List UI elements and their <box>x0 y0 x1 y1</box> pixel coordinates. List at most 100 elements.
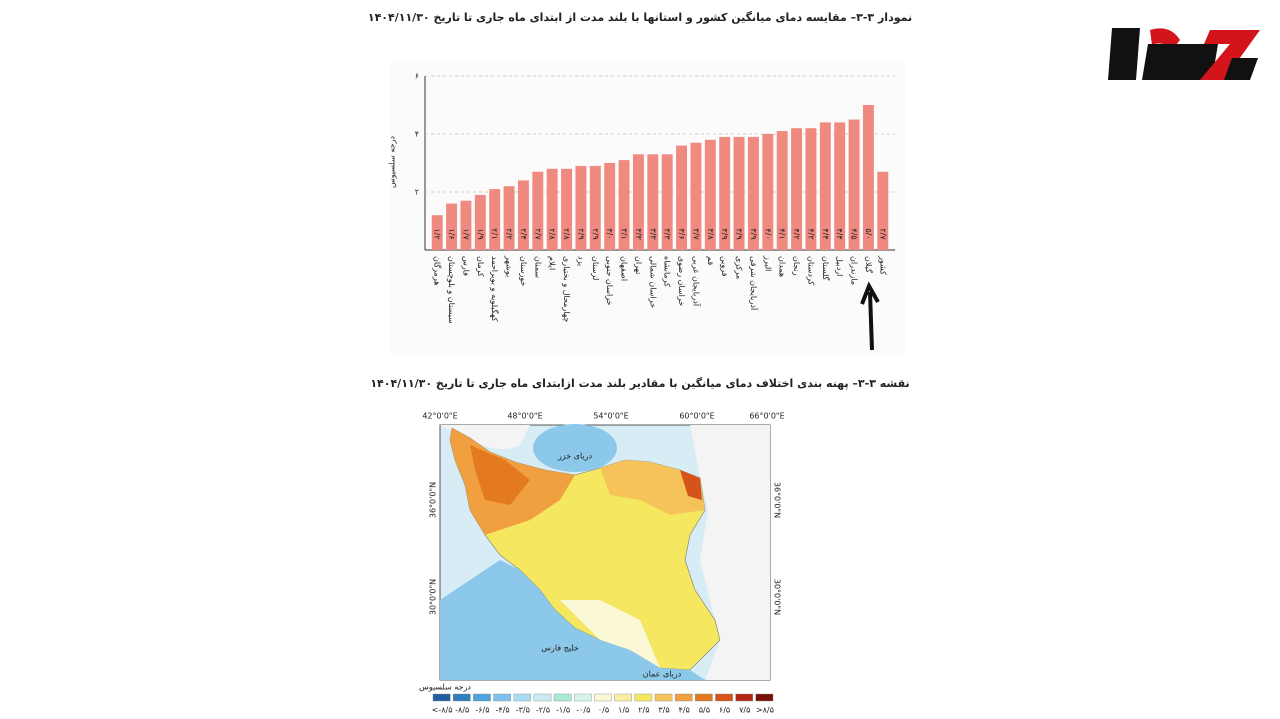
value-label: ۲/۷ <box>533 228 542 240</box>
legend-label: ۳/۵ <box>658 706 669 715</box>
x-tick-label: کرمانشاه <box>663 256 672 287</box>
x-tick-label: یزد <box>576 256 585 266</box>
legend-label: ۱/۵ <box>618 706 629 715</box>
legend-swatch <box>654 693 673 702</box>
x-tick-label: خراسان رضوی <box>677 256 686 306</box>
bar <box>819 122 831 250</box>
x-tick-label: کشور <box>878 255 887 275</box>
bar <box>877 171 889 250</box>
x-tick-label: سمنان <box>533 256 542 278</box>
x-tick-label: لرستان <box>591 256 600 280</box>
legend-swatch <box>594 693 612 702</box>
x-tick-label: قزوین <box>720 256 729 277</box>
bar <box>791 128 803 250</box>
value-label: ۳/۹ <box>749 228 758 239</box>
legend-label: ۷/۵ <box>739 706 750 715</box>
lon-label: 60°0'0"E <box>679 412 714 421</box>
lat-label: 36°0'0"N <box>773 482 782 518</box>
legend-label: -۳/۵ <box>516 706 530 715</box>
x-tick-label: گلستان <box>821 256 831 281</box>
legend-label: >۸/۵ <box>756 706 774 715</box>
bar <box>647 154 659 250</box>
place-label: دریای خزر <box>557 452 593 461</box>
bar <box>747 136 759 250</box>
bar <box>460 200 472 250</box>
legend-swatch <box>513 693 532 702</box>
land <box>690 425 770 680</box>
legend-label: ۶/۵ <box>719 706 730 715</box>
value-label: ۱/۶ <box>447 228 456 239</box>
value-label: ۲/۸ <box>562 228 571 240</box>
lon-label: 54°0'0"E <box>593 412 628 421</box>
legend-swatch <box>715 693 733 702</box>
land <box>440 425 530 449</box>
caspian <box>533 424 617 472</box>
bar <box>776 131 788 250</box>
bar <box>532 171 544 250</box>
value-label: ۴/۵ <box>850 228 859 239</box>
logo <box>1108 28 1260 80</box>
value-label: ۲/۸ <box>548 228 557 240</box>
bar <box>446 203 458 250</box>
x-tick-label: آذربایجان غربی <box>691 256 701 307</box>
x-tick-label: آذربایجان شرقی <box>749 256 759 311</box>
legend-label: -۶/۵ <box>475 706 489 715</box>
legend-label: -۱/۵ <box>556 706 570 715</box>
value-label: ۳/۳ <box>634 228 643 240</box>
value-label: ۲/۴ <box>519 228 528 239</box>
bar <box>503 186 515 250</box>
legend-swatch <box>735 693 754 702</box>
value-label: ۱/۲ <box>433 228 442 239</box>
bar <box>719 136 731 250</box>
bar <box>604 163 616 250</box>
x-tick-label: خراسان جنوبی <box>605 256 614 306</box>
lon-label: 48°0'0"E <box>507 412 542 421</box>
value-label: ۴/۱ <box>778 228 787 239</box>
legend-label: -۲/۵ <box>536 706 550 715</box>
x-tick-label: بوشهر <box>505 255 514 277</box>
bar <box>618 160 630 250</box>
region <box>680 470 702 500</box>
bar <box>632 154 644 250</box>
region <box>470 445 530 505</box>
value-label: ۱/۹ <box>476 228 485 239</box>
x-tick-label: گیلان <box>864 256 874 273</box>
legend-swatch <box>614 693 632 702</box>
legend-label: -۴/۵ <box>496 706 510 715</box>
value-label: ۱/۷ <box>461 228 470 240</box>
lat-label: 36°0'0"N <box>429 482 438 518</box>
x-tick-label: هرمزگان <box>433 256 443 285</box>
value-label: ۳/۷ <box>691 228 700 240</box>
value-label: ۲/۹ <box>591 228 600 239</box>
y-axis-label: درجه سلسیوس <box>388 136 397 188</box>
legend-swatch <box>533 693 552 702</box>
bar <box>733 136 745 250</box>
legend-label: -۰/۵ <box>576 706 590 715</box>
arrow <box>860 281 880 351</box>
legend-title: درجه سلسیوس <box>419 683 471 692</box>
legend-swatch <box>452 693 471 702</box>
value-label: ۲/۹ <box>576 228 585 239</box>
x-tick-label: کردستان <box>806 256 815 285</box>
value-label: ۳/۰ <box>605 228 614 239</box>
x-tick-label: همدان <box>778 256 787 277</box>
legend-label: ۰/۵ <box>598 706 609 715</box>
value-label: ۳/۹ <box>735 228 744 239</box>
bar <box>690 142 702 250</box>
value-label: ۳/۶ <box>677 228 686 239</box>
legend-swatch <box>634 693 653 702</box>
x-tick-label: سیستان و بلوچستان <box>447 256 456 324</box>
bar <box>474 194 486 250</box>
y-tick-label: ۶ <box>415 72 419 81</box>
bar <box>589 165 601 250</box>
legend-label: <-۸/۵ <box>432 706 453 715</box>
x-tick-label: چهارمحال و بختیاری <box>562 256 571 322</box>
value-label: ۵/۰ <box>864 228 873 239</box>
bar <box>546 168 558 250</box>
y-tick-label: ۴ <box>415 130 419 139</box>
x-tick-label: کرمان <box>476 256 485 277</box>
value-label: ۴/۰ <box>763 228 772 239</box>
legend-swatch <box>674 693 693 702</box>
lon-label: 66°0'0"E <box>749 412 784 421</box>
bar <box>661 154 673 250</box>
